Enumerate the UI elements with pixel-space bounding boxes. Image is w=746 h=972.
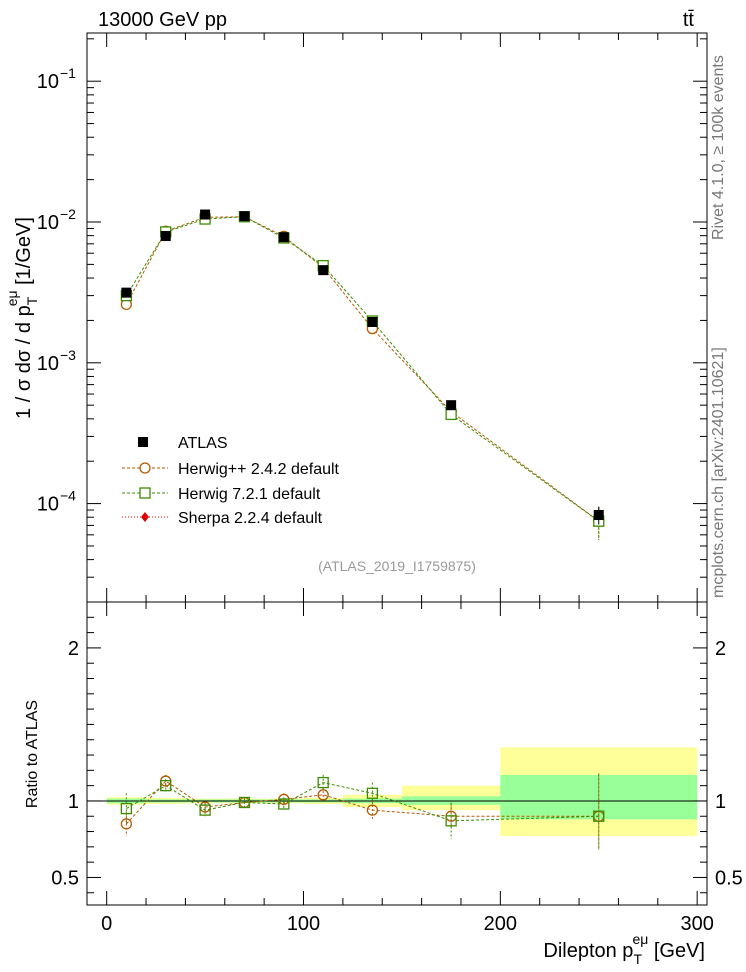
- legend-atlas-marker: [138, 437, 148, 447]
- main-y-tick-label: 10: [37, 212, 59, 234]
- ylabel-sup: eμ: [4, 290, 20, 306]
- atlas-point: [200, 209, 211, 220]
- xlabel-lead: Dilepton p: [543, 940, 633, 962]
- atlas-point: [593, 509, 604, 520]
- ylabel-sub: T: [24, 296, 40, 305]
- main-y-tick-label: 10: [37, 353, 59, 375]
- main-y-tick-exponent: −2: [60, 206, 76, 222]
- ratio-herwig7-point: [366, 787, 379, 799]
- ratio-herwigpp-point: [120, 818, 133, 830]
- watermark: (ATLAS_2019_I1759875): [318, 558, 476, 574]
- legend-item-sherpa: Sherpa 2.2.4 default: [122, 510, 323, 527]
- legend-herwigpp-marker: [139, 462, 151, 474]
- x-axis-label: Dilepton pTeμ [GeV]: [543, 931, 705, 967]
- xlabel-sup: eμ: [632, 931, 648, 947]
- ratio-axis-ticks: 0.5 0.5 1 1 2 2 0 100 200 300: [51, 602, 743, 935]
- ratio-y-tick-label-right: 0.5: [715, 867, 743, 889]
- atlas-point: [446, 400, 457, 411]
- source-text: mcplots.cern.ch [arXiv:2401.10621]: [710, 347, 727, 598]
- ratio-y-tick-label-right: 1: [715, 791, 726, 813]
- legend-sherpa-label: Sherpa 2.2.4 default: [178, 510, 323, 527]
- ratio-x-tick-label: 200: [484, 913, 517, 935]
- ratio-y-tick-label-right: 2: [715, 638, 726, 660]
- main-data-marks: [120, 209, 605, 541]
- ratio-data-marks: [120, 773, 605, 850]
- legend-herwigpp-label: Herwig++ 2.4.2 default: [178, 461, 340, 478]
- ratio-herwigpp-point: [366, 804, 379, 816]
- main-y-tick-exponent: −3: [60, 347, 76, 363]
- ratio-herwig7-point: [199, 804, 211, 816]
- xlabel-tail: [GeV]: [648, 940, 705, 962]
- ratio-herwigpp-point: [317, 789, 329, 801]
- atlas-point: [121, 287, 132, 298]
- main-axis-ticks: 10−110−210−310−4: [37, 33, 707, 603]
- ratio-panel: 0.5 0.5 1 1 2 2 0 100 200 300 Ratio to ATLAS Dile…: [24, 601, 743, 967]
- atlas-point: [160, 231, 171, 242]
- main-y-tick-exponent: −4: [60, 488, 76, 504]
- herwig7-point: [445, 408, 457, 421]
- atlas-point: [239, 211, 250, 222]
- main-y-axis-label: 1 / σ dσ / d pTeμ [1/GeV]: [4, 217, 40, 419]
- process-label: tt̄: [683, 9, 695, 31]
- legend-herwig7-marker: [139, 487, 151, 499]
- legend-atlas-label: ATLAS: [178, 435, 228, 452]
- ratio-y-axis-label: Ratio to ATLAS: [24, 700, 41, 808]
- ratio-y-tick-label: 2: [68, 638, 79, 660]
- legend: ATLAS Herwig++ 2.4.2 default Herwig 7.2.…: [122, 435, 340, 527]
- herwigpp-line: [125, 216, 600, 522]
- atlas-point: [367, 316, 378, 327]
- energy-label: 13000 GeV pp: [98, 9, 227, 31]
- ratio-x-tick-label: 0: [101, 913, 112, 935]
- main-panel: (ATLAS_2019_I1759875) 10−110−210−310−4 1…: [4, 32, 708, 603]
- ratio-x-tick-label: 300: [680, 913, 713, 935]
- main-y-tick-exponent: −1: [60, 65, 76, 81]
- ratio-herwig7-point: [278, 798, 290, 810]
- legend-item-herwigpp: Herwig++ 2.4.2 default: [122, 461, 340, 478]
- atlas-point: [318, 265, 329, 276]
- ratio-herwig7-point: [160, 779, 172, 792]
- ratio-frame: [86, 601, 708, 906]
- ratio-x-tick-label: 100: [287, 913, 320, 935]
- legend-herwig7-label: Herwig 7.2.1 default: [178, 486, 321, 503]
- ratio-herwig7-point: [593, 810, 605, 822]
- legend-item-herwig7: Herwig 7.2.1 default: [122, 486, 321, 503]
- ylabel-tail: [1/GeV]: [13, 217, 35, 290]
- atlas-point: [278, 232, 289, 243]
- ratio-herwig7-point: [445, 815, 457, 827]
- ratio-herwig7-point: [317, 776, 329, 789]
- main-y-tick-label: 10: [37, 71, 59, 93]
- legend-sherpa-marker: [141, 512, 149, 522]
- ratio-herwig7-point: [238, 796, 251, 809]
- ratio-uncertainty-bands: [87, 747, 707, 837]
- ratio-herwig7-point: [120, 802, 133, 815]
- legend-item-atlas: ATLAS: [138, 435, 228, 452]
- main-y-tick-label: 10: [37, 494, 59, 516]
- xlabel-sub: T: [633, 951, 642, 967]
- ylabel-lead: 1 / σ dσ / d p: [13, 305, 35, 419]
- ratio-y-tick-label: 0.5: [51, 867, 79, 889]
- ratio-y-tick-label: 1: [68, 791, 79, 813]
- rivet-version-text: Rivet 4.1.0, ≥ 100k events: [710, 55, 727, 240]
